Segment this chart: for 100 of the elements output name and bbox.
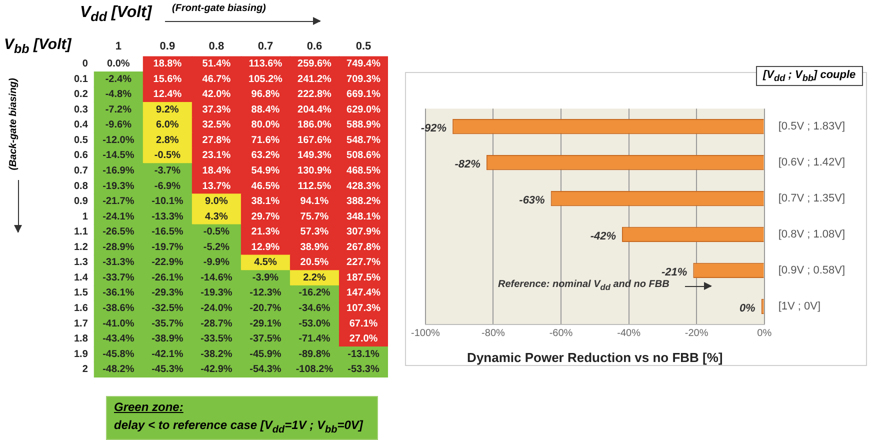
data-label: 12.9% xyxy=(251,242,280,253)
data-label: -41.0% xyxy=(102,318,134,330)
data-label: -28.9% xyxy=(102,242,134,253)
data-label: 0.0% xyxy=(107,58,130,70)
data-label: -108.2% xyxy=(296,364,334,376)
data-label: -89.8% xyxy=(298,348,330,360)
data-label: -82% xyxy=(454,158,481,171)
data-label: -19.3% xyxy=(102,180,134,192)
data-label: 149.3% xyxy=(298,150,332,162)
data-label: -42% xyxy=(590,230,616,243)
data-label: 107.3% xyxy=(346,303,381,314)
data-label: 307.9% xyxy=(346,226,381,238)
data-label: 21.3% xyxy=(251,226,280,238)
x-tick-label: 0.5 xyxy=(356,40,372,53)
data-label: 9.0% xyxy=(205,196,228,208)
data-label: 709.3% xyxy=(346,74,381,85)
data-label: 749.4% xyxy=(346,58,381,70)
data-label: 80.0% xyxy=(251,120,280,131)
data-label: -34.6% xyxy=(298,303,330,314)
data-label: 147.4% xyxy=(346,288,381,299)
data-label: 113.6% xyxy=(248,58,282,70)
y-tick-label: 0.9 xyxy=(74,196,88,208)
data-label: 0% xyxy=(739,302,756,314)
data-label: 468.5% xyxy=(346,166,381,177)
data-label: -12.3% xyxy=(250,288,282,299)
data-label: -33.7% xyxy=(102,272,134,284)
data-label: -22.9% xyxy=(152,257,184,268)
data-label: 9.2% xyxy=(156,104,179,116)
data-label: 2.8% xyxy=(156,134,179,146)
data-label: 2.2% xyxy=(303,272,326,284)
data-label: 4.5% xyxy=(254,257,277,268)
data-label: -26.1% xyxy=(152,272,184,284)
data-label: 42.0% xyxy=(202,89,231,100)
x-axis-title: V$_{dd}$ [Volt] xyxy=(80,4,152,24)
data-label: 629.0% xyxy=(346,104,381,116)
data-label: -19.3% xyxy=(200,288,232,299)
data-label: 51.4% xyxy=(202,58,231,70)
data-label: -16.2% xyxy=(298,288,330,299)
y-tick-label: 1.9 xyxy=(74,348,88,360)
data-label: -37.5% xyxy=(250,334,282,345)
data-label: -13.1% xyxy=(348,348,380,360)
data-label: -3.7% xyxy=(154,166,181,177)
data-label: -2.4% xyxy=(105,74,132,85)
y-tick-label: 0.2 xyxy=(74,89,88,100)
data-label: 241.2% xyxy=(298,74,332,85)
data-label: -28.7% xyxy=(200,318,232,330)
data-label: -42.9% xyxy=(200,364,232,376)
data-label: -54.3% xyxy=(250,364,282,376)
data-label: 57.3% xyxy=(300,226,329,238)
data-label: 388.2% xyxy=(346,196,381,208)
data-label: -21% xyxy=(661,266,688,278)
data-label: -48.2% xyxy=(102,364,134,376)
data-label: -9.6% xyxy=(105,120,132,131)
data-label: 348.1% xyxy=(346,211,381,222)
x-tick-label: -100% xyxy=(411,328,440,340)
data-label: -14.6% xyxy=(200,272,232,284)
data-label: 27.8% xyxy=(202,134,231,146)
y-tick-label: 1.1 xyxy=(74,226,88,238)
data-label: 105.2% xyxy=(248,74,283,85)
data-label: -42.1% xyxy=(152,348,184,360)
data-label: 88.4% xyxy=(251,104,280,116)
y-tick-label: [0.5V ; 1.83V] xyxy=(778,120,845,133)
y-tick-label: [1V ; 0V] xyxy=(778,300,821,312)
data-label: 32.5% xyxy=(202,120,231,131)
x-tick-label: 1 xyxy=(115,40,122,53)
data-label: -63% xyxy=(519,194,546,207)
data-label: 37.3% xyxy=(202,104,231,116)
data-label: -16.5% xyxy=(152,226,184,238)
x-tick-label: 0% xyxy=(757,328,772,340)
data-label: -6.9% xyxy=(154,180,181,192)
annotation: Reference: nominal V$_{dd}$ and no FBB xyxy=(498,279,670,292)
data-label: -38.2% xyxy=(200,348,232,360)
data-label: 548.7% xyxy=(346,134,381,146)
y-tick-label: 1.4 xyxy=(74,272,88,284)
data-label: 46.5% xyxy=(251,180,280,192)
data-label: -24.0% xyxy=(200,303,232,314)
data-label: -38.6% xyxy=(102,303,134,314)
y-tick-label: 0.4 xyxy=(74,120,88,131)
data-label: 267.8% xyxy=(346,242,381,253)
data-label: -33.5% xyxy=(200,334,232,345)
data-label: -10.1% xyxy=(152,196,184,208)
y-axis-title: V$_{bb}$ [Volt] xyxy=(4,36,72,56)
data-label: -31.3% xyxy=(102,257,134,268)
data-label: -43.4% xyxy=(102,334,134,345)
y-tick-label: [0.6V ; 1.42V] xyxy=(778,156,845,169)
y-tick-label: 1.5 xyxy=(74,288,88,299)
x-tick-label: 0.6 xyxy=(306,40,322,53)
data-label: -29.1% xyxy=(250,318,282,330)
data-label: -26.5% xyxy=(102,226,134,238)
data-label: 204.4% xyxy=(298,104,332,116)
y-tick-label: 0 xyxy=(82,58,88,70)
x-tick-label: -40% xyxy=(617,328,641,340)
data-label: -45.9% xyxy=(250,348,282,360)
y-tick-label: [0.8V ; 1.08V] xyxy=(778,228,845,241)
y-tick-label: 1.3 xyxy=(74,257,88,268)
data-label: 227.7% xyxy=(346,257,381,268)
data-label: 67.1% xyxy=(349,318,378,330)
data-label: -16.9% xyxy=(102,166,134,177)
data-label: -19.7% xyxy=(152,242,184,253)
data-label: 54.9% xyxy=(251,166,280,177)
